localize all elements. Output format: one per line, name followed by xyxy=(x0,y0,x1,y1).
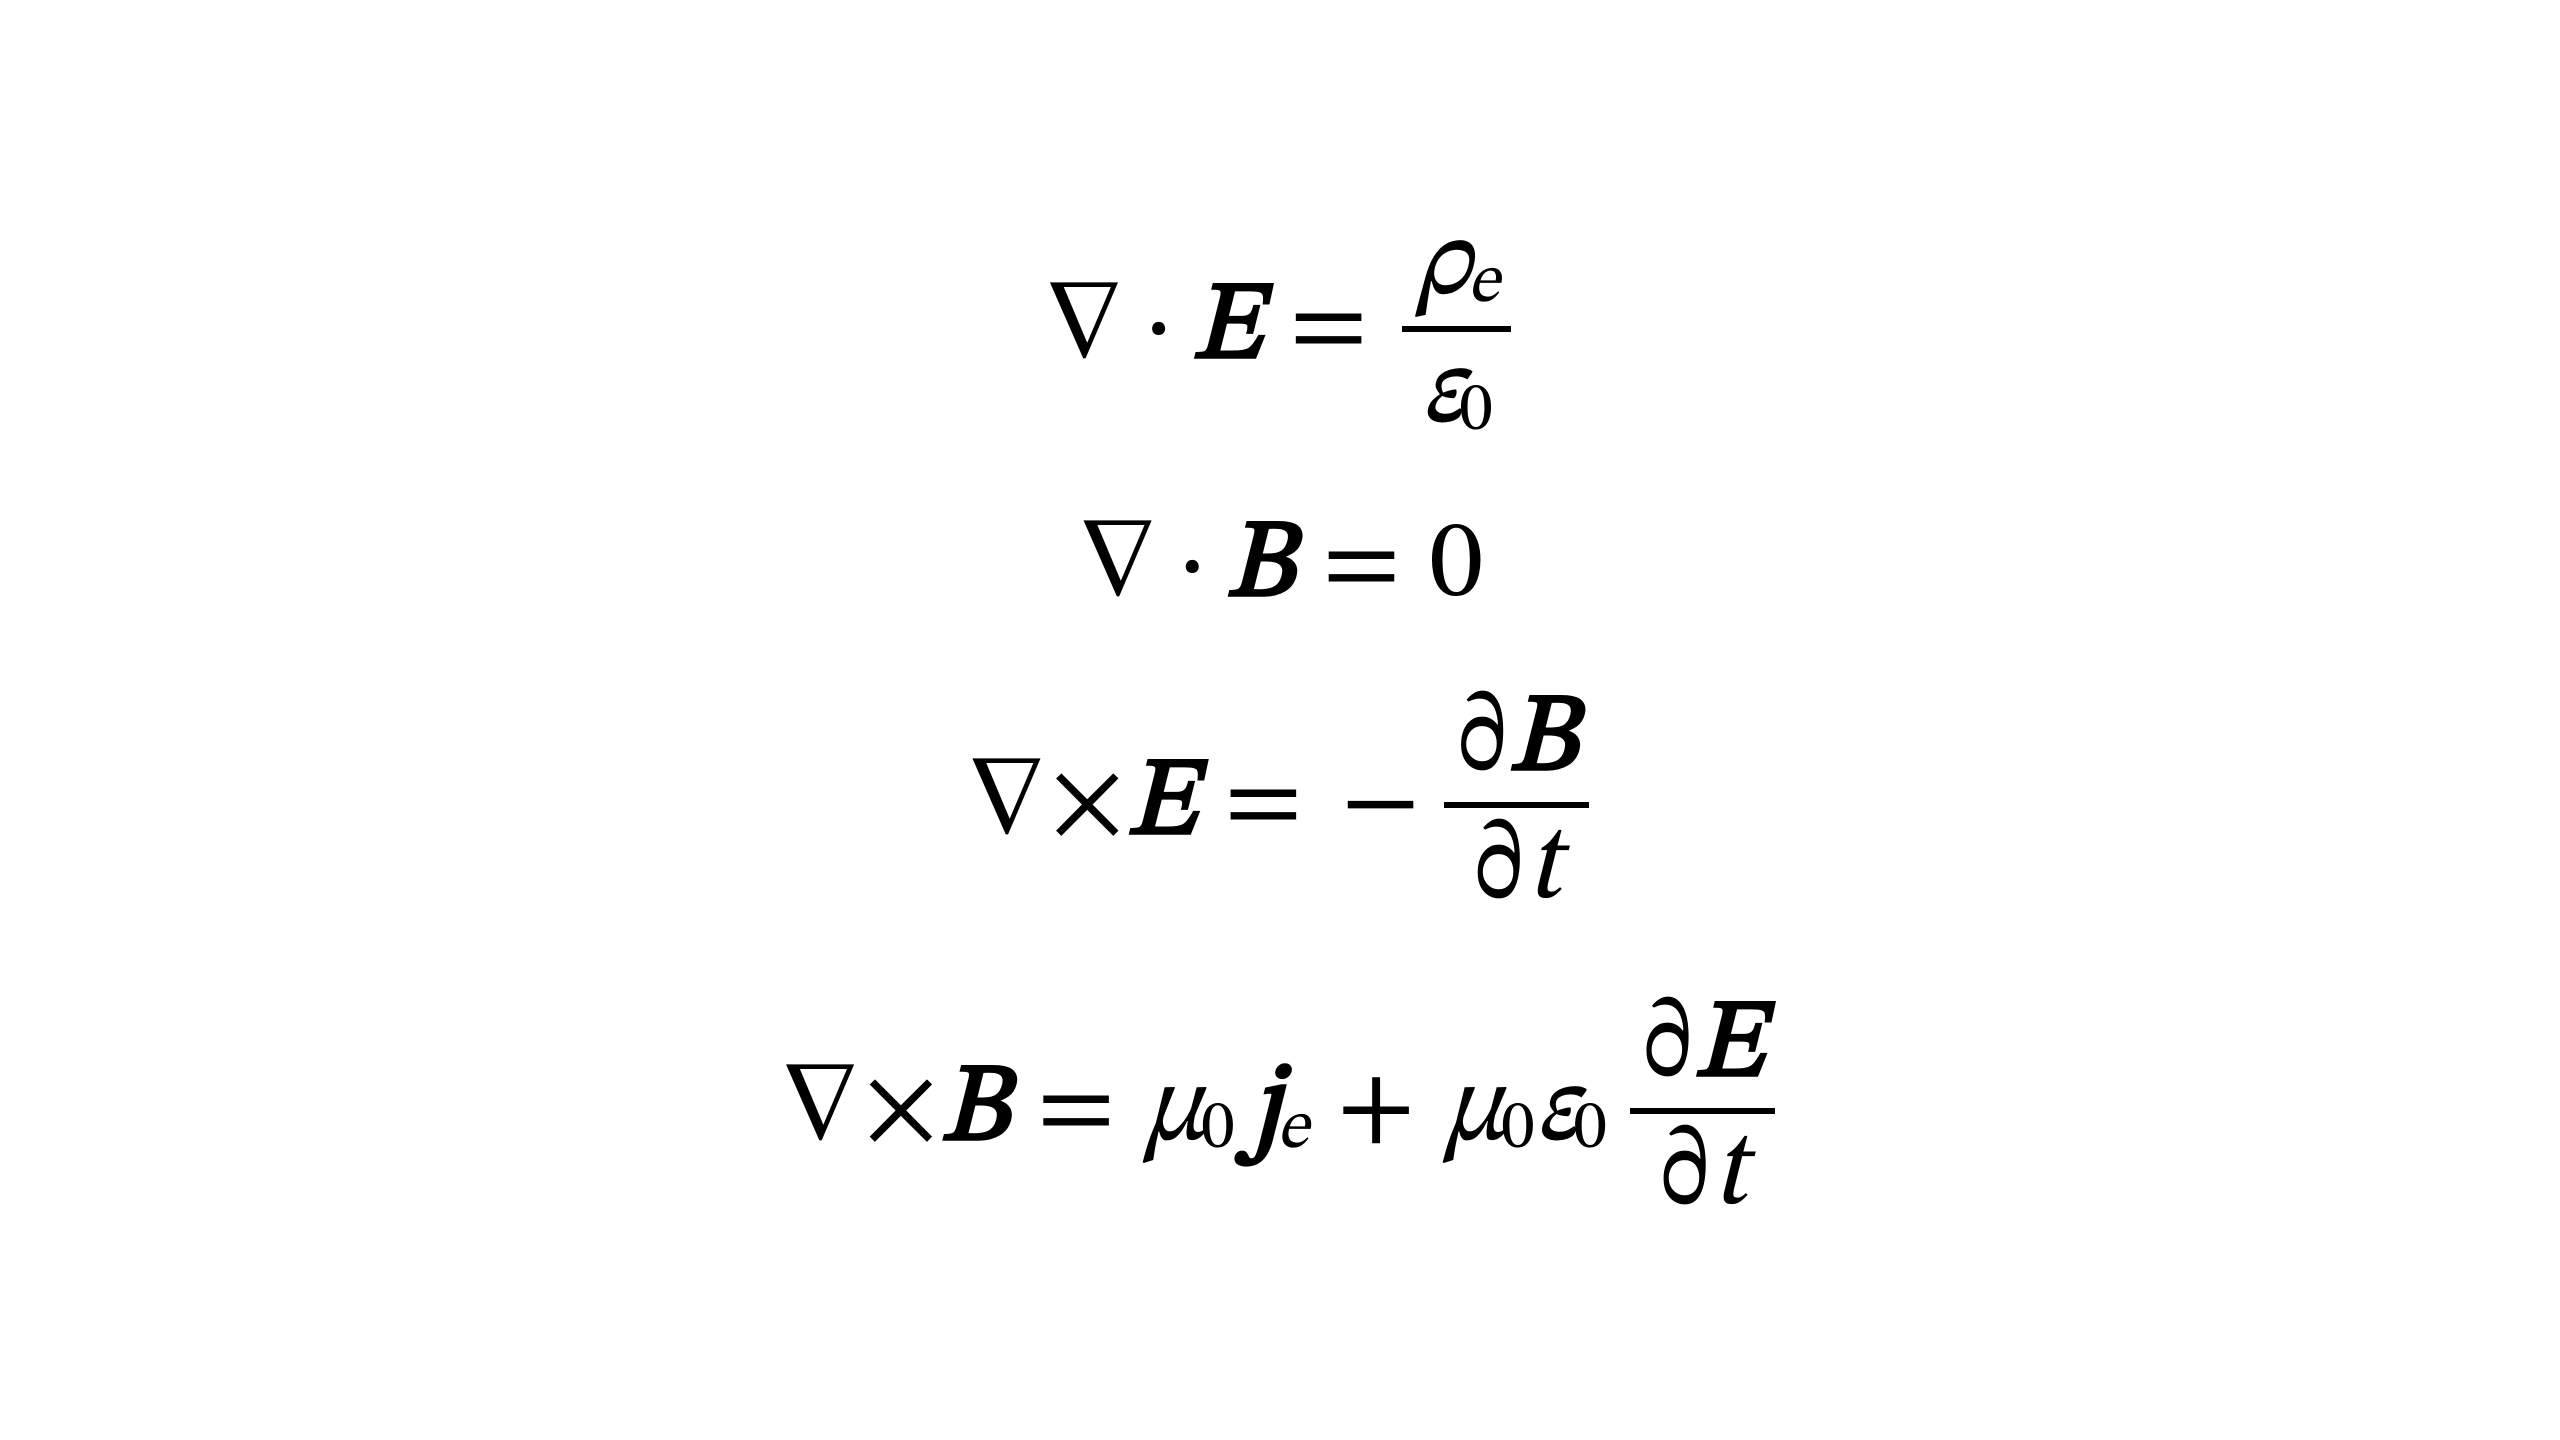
equals-sign: = xyxy=(1224,750,1303,860)
cross-operator: × xyxy=(861,1056,940,1166)
vector-E: E xyxy=(1192,274,1261,384)
fraction-dE-dt: ∂E ∂t xyxy=(1630,988,1775,1234)
dot-operator: · xyxy=(1177,512,1208,622)
fraction-dB-dt: ∂B ∂t xyxy=(1444,682,1589,928)
nabla-symbol: ∇ xyxy=(1043,274,1125,384)
subscript-0: 0 xyxy=(1501,1096,1535,1164)
equals-sign: = xyxy=(1289,274,1368,384)
fraction-rho-over-eps0: ρe ε0 xyxy=(1402,206,1511,452)
fraction-bar xyxy=(1402,326,1511,332)
subscript-e: e xyxy=(1277,1096,1309,1164)
fraction-bar xyxy=(1444,802,1589,808)
rho-symbol: ρ xyxy=(1414,210,1471,320)
partial-symbol: ∂ xyxy=(1642,992,1695,1102)
subscript-0: 0 xyxy=(1201,1096,1235,1164)
mu-symbol: μ xyxy=(1444,1056,1505,1166)
partial-symbol: ∂ xyxy=(1473,814,1526,924)
plus-sign: + xyxy=(1336,1056,1415,1166)
equals-sign: = xyxy=(1036,1056,1115,1166)
subscript-e: e xyxy=(1468,250,1500,318)
minus-sign: − xyxy=(1341,750,1420,860)
equation-gauss-b: ∇ · B = 0 xyxy=(1077,512,1484,622)
nabla-symbol: ∇ xyxy=(1077,512,1159,622)
vector-E: E xyxy=(1694,992,1763,1102)
epsilon-symbol: ε xyxy=(1421,338,1463,448)
epsilon-symbol: ε xyxy=(1535,1056,1577,1166)
equation-faraday: ∇ × E = − ∂B ∂t xyxy=(965,682,1594,928)
equation-gauss-e: ∇ · E = ρe ε0 xyxy=(1043,206,1517,452)
vector-B: B xyxy=(1226,512,1294,622)
nabla-symbol: ∇ xyxy=(965,750,1047,860)
subscript-0: 0 xyxy=(1459,378,1493,446)
equals-sign: = xyxy=(1322,512,1401,622)
mu-symbol: μ xyxy=(1144,1056,1205,1166)
nabla-symbol: ∇ xyxy=(779,1056,861,1166)
time-var: t xyxy=(1525,814,1560,924)
equations-page: ∇ · E = ρe ε0 ∇ · B = 0 ∇ × E = − ∂B xyxy=(0,0,2560,1440)
vector-E: E xyxy=(1127,750,1196,860)
cross-operator: × xyxy=(1048,750,1127,860)
vector-B: B xyxy=(940,1056,1008,1166)
dot-operator: · xyxy=(1143,274,1174,384)
fraction-bar xyxy=(1630,1108,1775,1114)
zero: 0 xyxy=(1429,512,1483,622)
subscript-0: 0 xyxy=(1573,1096,1607,1164)
partial-symbol: ∂ xyxy=(1456,686,1509,796)
partial-symbol: ∂ xyxy=(1659,1120,1712,1230)
time-var: t xyxy=(1711,1120,1746,1230)
vector-B: B xyxy=(1509,686,1577,796)
equation-ampere: ∇ × B = μ0 je + μ0 ε0 ∂E ∂t xyxy=(779,988,1781,1234)
